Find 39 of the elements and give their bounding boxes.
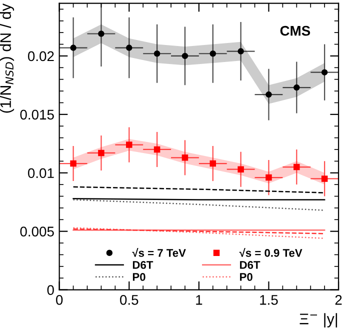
y-tick-label: 0.02 — [28, 51, 54, 62]
point — [70, 160, 76, 167]
point — [154, 50, 160, 57]
legend-label: D6T — [132, 261, 154, 269]
point — [321, 176, 328, 182]
point — [182, 154, 188, 161]
point — [70, 44, 76, 51]
legend-label: √s = 0.9 TeV — [239, 248, 302, 257]
point — [126, 44, 132, 51]
y-tick-label: 0.015 — [20, 110, 54, 120]
legend-label: D6T — [240, 261, 260, 269]
point — [266, 91, 272, 98]
point — [238, 166, 244, 172]
x-tick-label: 0 — [56, 295, 63, 305]
point — [321, 69, 328, 76]
y-tick-label: 0 — [47, 285, 54, 295]
point — [238, 48, 244, 54]
point — [98, 30, 104, 37]
y-axis-title: (1/N$_{NSD}$) dN / dy — [0, 4, 14, 113]
x-tick-label: 0.5 — [120, 295, 138, 305]
point — [98, 150, 104, 156]
point — [210, 160, 216, 167]
point — [154, 146, 160, 153]
point — [294, 164, 300, 170]
annotation: CMS — [280, 26, 310, 36]
legend-label: P0 — [240, 273, 252, 281]
point — [182, 52, 188, 60]
legend-label: P0 — [132, 273, 146, 281]
point — [266, 174, 272, 181]
x-tick-label: 1.5 — [260, 295, 278, 305]
x-tick-label: 1 — [196, 295, 202, 305]
x-axis-title: Ξ$^{−}$ |y| — [300, 313, 338, 328]
point — [126, 142, 132, 148]
y-tick-label: 0.005 — [20, 226, 54, 236]
y-tick-label: 0.01 — [28, 168, 54, 178]
point — [210, 50, 216, 57]
point — [294, 84, 300, 91]
legend-label: √s = 7 TeV — [132, 248, 186, 257]
x-tick-label: 2 — [335, 295, 342, 305]
